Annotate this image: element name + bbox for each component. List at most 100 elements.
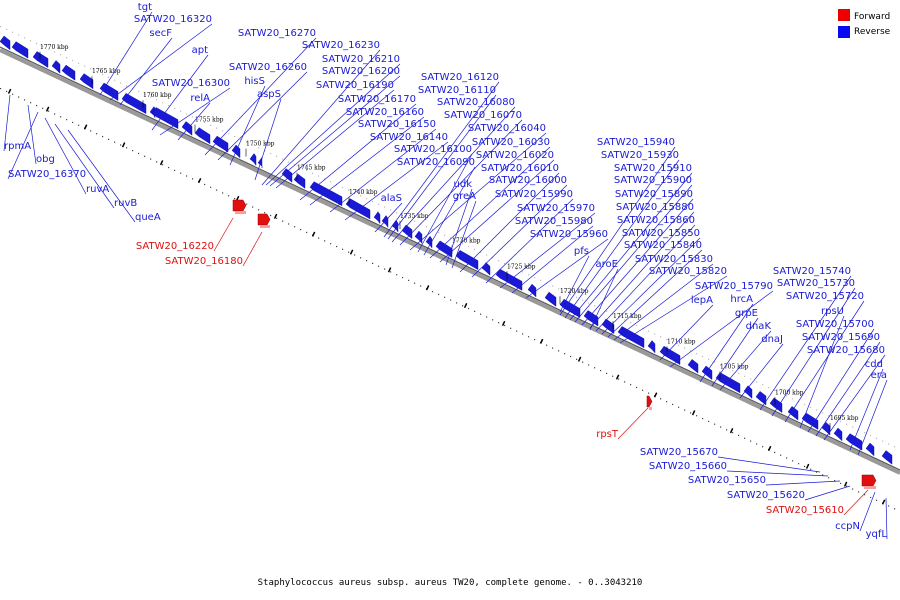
gene-reverse (687, 359, 699, 374)
leader-line (409, 132, 547, 251)
gene-reverse (121, 93, 147, 114)
gene-label: SATW20_16260 (229, 62, 307, 73)
leader-line (849, 368, 884, 451)
leader-line (617, 407, 649, 440)
leader-line (717, 456, 821, 473)
gene-label: aspS (257, 89, 281, 100)
gene-label: SATW20_15730 (777, 278, 855, 289)
dotted-guide-lines (0, 26, 896, 510)
legend-forward-label: Forward (854, 12, 890, 22)
reverse-genes (0, 35, 893, 465)
leader-line (254, 98, 282, 181)
leader-line (399, 119, 523, 246)
gene-label: apt (192, 45, 208, 56)
gene-label: SATW20_16090 (397, 157, 475, 168)
gene-reverse (743, 385, 753, 399)
gene-label: SATW20_16170 (338, 94, 416, 105)
gene-label: SATW20_15990 (495, 189, 573, 200)
leader-line (595, 224, 696, 332)
leader-line (613, 263, 714, 341)
gene-label: SATW20_15790 (695, 281, 773, 292)
leader-line (823, 354, 886, 441)
gene-reverse (881, 450, 893, 465)
leader-line (177, 102, 211, 141)
gene-reverse (481, 262, 491, 276)
leader-line (383, 81, 500, 238)
gene-label: ruvA (86, 184, 109, 195)
gene-reverse (414, 230, 423, 244)
gene-label: SATW20_16230 (302, 40, 380, 51)
leader-line (229, 85, 266, 166)
tick-label: 1760 kbp (143, 92, 172, 99)
tick-label: 1750 kbp (246, 141, 275, 148)
gene-label: SATW20_15670 (640, 447, 718, 458)
gene-label: SATW20_15860 (617, 215, 695, 226)
gene-label: SATW20_15890 (615, 189, 693, 200)
gene-label: SATW20_16160 (346, 107, 424, 118)
gene-label: obg (36, 154, 55, 165)
gene-label: SATW20_16000 (489, 175, 567, 186)
leader-line (213, 217, 234, 252)
gene-reverse (527, 283, 537, 298)
gene-reverse (257, 156, 263, 169)
gene-forward-shadow (649, 407, 652, 410)
tick-label: 1725 kbp (507, 263, 536, 270)
leader-line (619, 275, 728, 344)
axis-line-shadow (0, 48, 900, 475)
gene-label: secF (149, 28, 172, 39)
gene-reverse (715, 372, 741, 394)
leader-line (525, 238, 609, 299)
gene-reverse (755, 391, 767, 406)
leader-line (471, 184, 568, 278)
gene-forward (861, 474, 877, 487)
leader-line (429, 146, 551, 259)
gene-label: cdd (865, 359, 883, 370)
gene-label: SATW20_15840 (624, 240, 702, 251)
legend-reverse-label: Reverse (854, 27, 891, 37)
leader-line (511, 225, 594, 294)
gene-reverse (787, 406, 799, 421)
gene-label: alaS (381, 193, 402, 204)
leader-line (499, 212, 596, 289)
leader-line (771, 287, 856, 417)
gene-label: SATW20_16100 (394, 144, 472, 155)
gene-reverse (833, 427, 843, 442)
tick-label: 1700 kbp (775, 389, 804, 396)
tick-label: 1765 kbp (92, 68, 121, 75)
gene-label: SATW20_16220 (136, 241, 214, 252)
leader-line (387, 94, 497, 240)
gene-label: SATW20_15690 (802, 332, 880, 343)
leader-line (159, 87, 231, 136)
gene-label: SATW20_16300 (152, 78, 230, 89)
gene-reverse (61, 64, 76, 81)
leader-line (451, 200, 477, 269)
gene-label: rpmA (4, 141, 31, 152)
genome-axis (0, 46, 900, 475)
leader-line (559, 146, 676, 316)
gene-label: SATW20_15960 (530, 229, 608, 240)
leader-line (784, 300, 865, 423)
legend-forward-swatch (838, 9, 850, 21)
tick-label: 1710 kbp (667, 338, 696, 345)
leader-line (417, 153, 473, 253)
leader-line (799, 315, 845, 429)
gene-label: hisS (244, 76, 265, 87)
gene-label: SATW20_16210 (322, 54, 400, 65)
gene-label: SATW20_16010 (481, 163, 559, 174)
gene-reverse (425, 235, 433, 249)
leader-line (669, 290, 774, 368)
leader-line (559, 255, 590, 313)
gene-reverse (51, 60, 61, 74)
leader-line (807, 328, 875, 433)
leader-line (569, 172, 693, 321)
leader-line (265, 63, 401, 186)
label-leader-lines (3, 11, 888, 540)
leader-line (391, 106, 516, 243)
leader-line (765, 480, 841, 486)
legend: Forward Reverse (838, 9, 891, 38)
leader-line (581, 198, 694, 326)
gene-label: SATW20_15740 (773, 266, 851, 277)
gene-forward (257, 213, 271, 226)
gene-label: era (871, 370, 887, 381)
